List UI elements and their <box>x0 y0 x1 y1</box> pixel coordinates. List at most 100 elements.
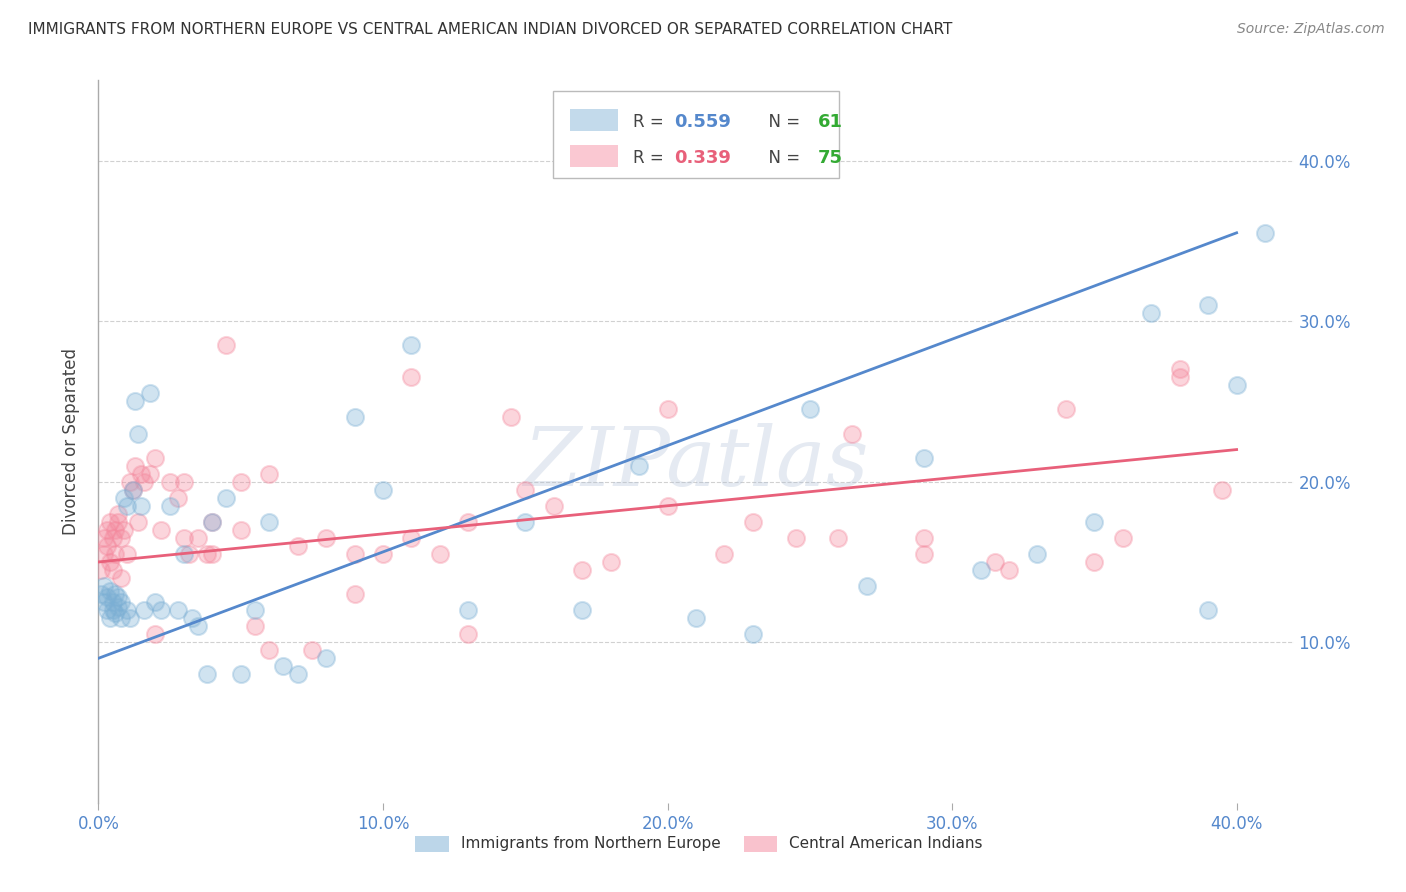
Point <box>215 338 238 352</box>
Point <box>110 531 132 545</box>
Point <box>287 667 309 681</box>
Point <box>138 386 160 401</box>
Text: 61: 61 <box>818 113 842 131</box>
Text: N =: N = <box>758 149 806 168</box>
Point <box>159 499 181 513</box>
Point <box>107 507 129 521</box>
Point <box>257 643 280 657</box>
Point <box>101 595 124 609</box>
Point <box>343 410 366 425</box>
Point <box>343 587 366 601</box>
Point <box>96 603 118 617</box>
Point <box>315 651 337 665</box>
Y-axis label: Divorced or Separated: Divorced or Separated <box>62 348 80 535</box>
Point <box>132 603 155 617</box>
Point <box>150 523 173 537</box>
Point <box>1197 298 1219 312</box>
Point <box>110 611 132 625</box>
Point <box>827 531 849 545</box>
Point <box>173 475 195 489</box>
Point <box>179 547 201 561</box>
Point <box>195 547 218 561</box>
Point <box>115 499 138 513</box>
Point <box>90 563 112 577</box>
Point <box>115 603 138 617</box>
Point <box>1026 547 1049 561</box>
Point <box>173 531 195 545</box>
Point <box>301 643 323 657</box>
Point <box>713 547 735 561</box>
Point <box>215 491 238 505</box>
Point <box>101 531 124 545</box>
Point <box>201 515 224 529</box>
Point <box>143 595 166 609</box>
Point <box>201 547 224 561</box>
Point <box>98 611 121 625</box>
Text: IMMIGRANTS FROM NORTHERN EUROPE VS CENTRAL AMERICAN INDIAN DIVORCED OR SEPARATED: IMMIGRANTS FROM NORTHERN EUROPE VS CENTR… <box>28 22 952 37</box>
Point <box>785 531 807 545</box>
Point <box>741 515 763 529</box>
Point <box>1226 378 1249 392</box>
Text: R =: R = <box>633 149 669 168</box>
Point <box>841 426 863 441</box>
Point <box>229 523 252 537</box>
Point <box>243 603 266 617</box>
Point <box>599 555 621 569</box>
Point <box>799 402 821 417</box>
Point <box>1140 306 1163 320</box>
Point <box>93 531 115 545</box>
Point <box>167 603 190 617</box>
Point <box>98 583 121 598</box>
Point <box>167 491 190 505</box>
Text: 0.559: 0.559 <box>675 113 731 131</box>
FancyBboxPatch shape <box>744 836 778 852</box>
Point <box>1168 362 1191 376</box>
Point <box>110 571 132 585</box>
Point <box>115 547 138 561</box>
Point <box>112 523 135 537</box>
Point <box>159 475 181 489</box>
Point <box>401 338 423 352</box>
Point <box>571 563 593 577</box>
Point <box>685 611 707 625</box>
Point <box>93 579 115 593</box>
Point <box>104 607 127 621</box>
Point <box>96 523 118 537</box>
Point <box>257 515 280 529</box>
Point <box>229 475 252 489</box>
Point <box>124 458 146 473</box>
Point <box>371 547 394 561</box>
Point <box>628 458 651 473</box>
Point <box>107 591 129 605</box>
Point <box>257 467 280 481</box>
Point <box>855 579 877 593</box>
Point <box>195 667 218 681</box>
Point <box>187 619 209 633</box>
Point <box>143 450 166 465</box>
Point <box>107 515 129 529</box>
Text: Central American Indians: Central American Indians <box>789 836 983 851</box>
Point <box>98 515 121 529</box>
Point <box>104 523 127 537</box>
Point <box>1211 483 1233 497</box>
Point <box>187 531 209 545</box>
Point <box>429 547 451 561</box>
Point <box>107 599 129 614</box>
Point <box>741 627 763 641</box>
Point <box>173 547 195 561</box>
Point <box>315 531 337 545</box>
Point <box>112 491 135 505</box>
FancyBboxPatch shape <box>571 109 619 131</box>
Point <box>401 531 423 545</box>
Point <box>150 603 173 617</box>
Point <box>101 563 124 577</box>
Point <box>984 555 1007 569</box>
Point <box>912 450 935 465</box>
Point <box>129 499 152 513</box>
Point <box>515 483 537 497</box>
Text: 75: 75 <box>818 149 842 168</box>
Point <box>110 595 132 609</box>
Point <box>104 587 127 601</box>
Point <box>287 539 309 553</box>
Point <box>124 394 146 409</box>
